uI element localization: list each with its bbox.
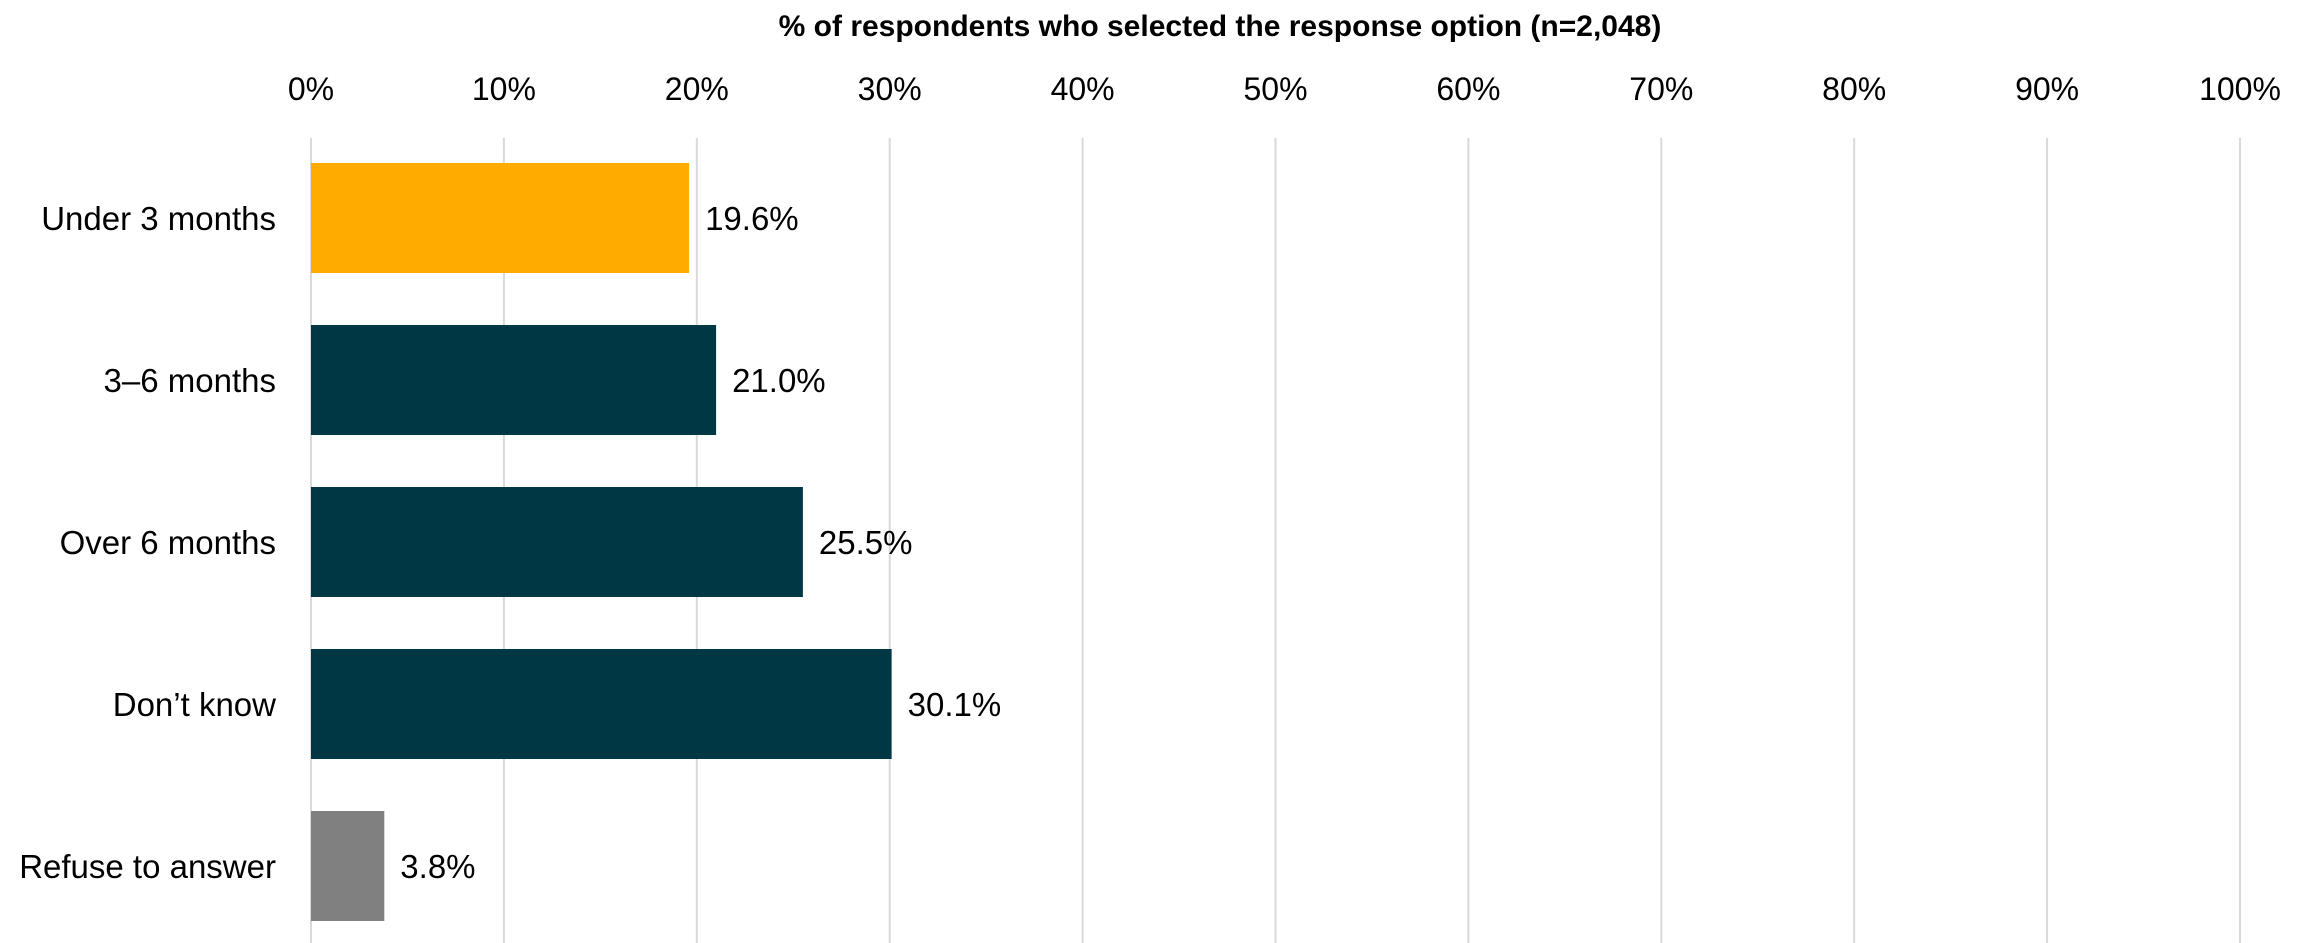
x-tick-label: 40%	[1051, 71, 1115, 107]
data-label: 21.0%	[732, 362, 826, 399]
x-tick-label: 20%	[665, 71, 729, 107]
data-label: 25.5%	[819, 524, 913, 561]
category-label: Under 3 months	[41, 200, 276, 237]
x-axis-title: % of respondents who selected the respon…	[779, 10, 1662, 43]
bar	[311, 811, 385, 921]
x-tick-label: 100%	[2199, 71, 2281, 107]
x-tick-label: 60%	[1436, 71, 1500, 107]
category-label: Refuse to answer	[19, 848, 276, 885]
x-tick-label: 50%	[1243, 71, 1307, 107]
x-tick-label: 70%	[1629, 71, 1693, 107]
x-tick-label: 30%	[858, 71, 922, 107]
data-label: 3.8%	[400, 848, 475, 885]
data-label: 30.1%	[908, 686, 1002, 723]
x-tick-labels: 0% 10% 20% 30% 40% 50% 60% 70% 80% 90% 100%	[288, 71, 2281, 107]
data-label: 19.6%	[705, 200, 799, 237]
category-label: 3–6 months	[104, 362, 276, 399]
bar	[311, 325, 717, 435]
bar	[311, 163, 690, 273]
data-labels: 19.6% 21.0% 25.5% 30.1% 3.8%	[400, 200, 1001, 885]
x-tick-label: 0%	[288, 71, 334, 107]
x-tick-label: 10%	[472, 71, 536, 107]
category-label: Don’t know	[113, 686, 276, 723]
x-tick-label: 80%	[1822, 71, 1886, 107]
category-labels: Under 3 months 3–6 months Over 6 months Don…	[19, 200, 276, 885]
bars	[311, 163, 892, 921]
bar	[311, 649, 892, 759]
x-tick-label: 90%	[2015, 71, 2079, 107]
category-label: Over 6 months	[60, 524, 276, 561]
bar	[311, 487, 803, 597]
